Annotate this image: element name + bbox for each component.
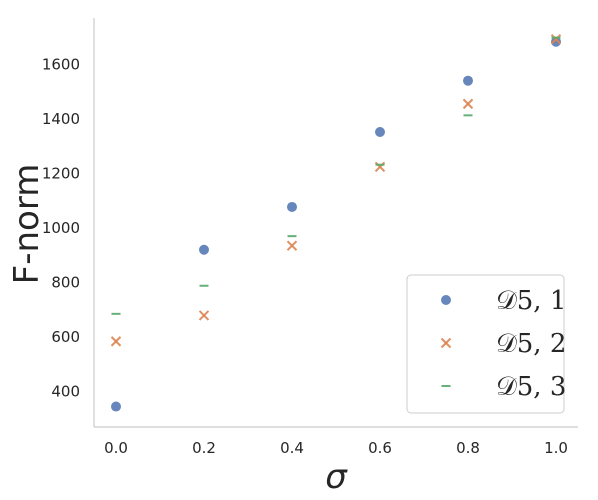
y-tick-label: 1600 — [42, 55, 80, 73]
x-tick-label: 0.2 — [192, 439, 216, 457]
x-tick-label: 0.4 — [280, 439, 304, 457]
point-series-1 — [199, 244, 209, 255]
legend-label-3: 𝒟5, 3 — [496, 372, 566, 402]
y-tick-label: 400 — [51, 383, 80, 401]
point-series-2 — [550, 34, 562, 45]
x-tick-label: 0.6 — [368, 439, 392, 457]
point-series-2 — [110, 336, 122, 347]
legend-label-1: 𝒟5, 1 — [496, 286, 566, 316]
point-series-1 — [375, 126, 385, 137]
plot-area — [93, 18, 578, 428]
point-series-1 — [287, 201, 297, 212]
point-series-1 — [111, 401, 121, 412]
point-series-2 — [462, 98, 474, 110]
x-tick-label: 0.0 — [104, 439, 128, 457]
x-tick-label: 1.0 — [544, 439, 568, 457]
point-series-2 — [198, 310, 210, 321]
x-tick-label: 0.8 — [456, 439, 480, 457]
legend-marker-2 — [440, 337, 452, 349]
point-series-1 — [551, 36, 561, 47]
y-tick-label: 1200 — [42, 164, 80, 182]
y-axis-ticks: 400 600 800 1000 1200 1400 1600 — [42, 55, 80, 400]
x-axis-ticks: 0.0 0.2 0.4 0.6 0.8 1.0 — [104, 439, 568, 457]
y-tick-label: 800 — [51, 273, 80, 291]
point-series-1 — [463, 75, 473, 86]
x-axis-label: σ — [325, 457, 348, 497]
legend-label-2: 𝒟5, 2 — [496, 329, 566, 359]
y-tick-label: 600 — [51, 328, 80, 346]
legend-frame — [406, 274, 565, 414]
legend-marker-1 — [441, 295, 451, 305]
y-axis-label: F-norm — [7, 164, 47, 285]
data-points — [110, 34, 562, 412]
y-tick-label: 1400 — [42, 110, 80, 128]
y-tick-label: 1000 — [42, 219, 80, 237]
legend: 𝒟5, 1 𝒟5, 2 𝒟5, 3 — [406, 274, 566, 414]
point-series-2 — [286, 240, 298, 251]
